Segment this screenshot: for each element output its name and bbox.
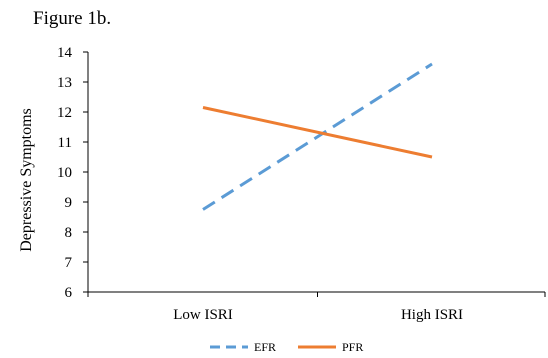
series-lines: [202, 62, 433, 211]
x-axis-ticks: Low ISRI High ISRI: [87, 292, 546, 323]
y-axis-title: Depressive Symptoms: [18, 108, 35, 252]
x-tick-label: Low ISRI: [173, 307, 233, 323]
y-tick-label: 11: [58, 135, 72, 151]
series-line-pfr: [202, 106, 433, 159]
y-tick-label: 10: [57, 165, 72, 181]
y-tick-label: 8: [65, 225, 73, 241]
y-tick-label: 13: [57, 75, 72, 91]
y-tick-label: 6: [65, 285, 73, 301]
series-line-efr: [202, 62, 433, 211]
figure-label: Figure 1b.: [33, 8, 112, 29]
legend: EFR PFR: [210, 340, 363, 354]
y-axis-ticks: 6 7 8 9 10 11 12 13 14: [57, 45, 88, 301]
y-tick-label: 12: [57, 105, 72, 121]
y-tick-label: 7: [65, 255, 73, 271]
legend-label-pfr: PFR: [342, 340, 363, 354]
legend-label-efr: EFR: [254, 340, 276, 354]
x-tick-label: High ISRI: [401, 307, 463, 323]
y-tick-label: 14: [57, 45, 73, 61]
y-tick-label: 9: [65, 195, 73, 211]
